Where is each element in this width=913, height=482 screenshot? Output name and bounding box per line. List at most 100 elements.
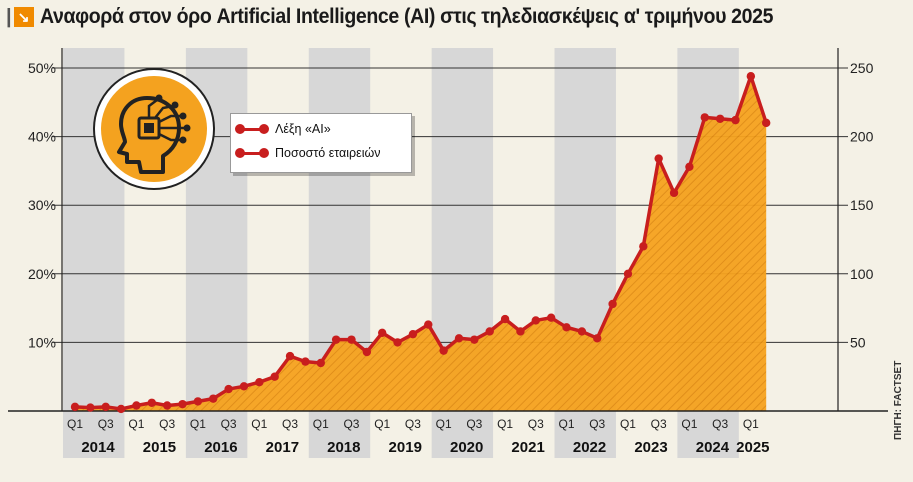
year-label: 2025 — [736, 439, 769, 456]
right-axis-ticks: 50 100 150 200 250 — [850, 60, 874, 350]
data-point — [424, 320, 433, 329]
data-point — [623, 269, 633, 278]
data-point — [147, 398, 156, 407]
data-point — [454, 334, 464, 343]
quarter-label: Q1 — [743, 417, 759, 431]
legend-swatch — [235, 148, 269, 158]
quarter-label: Q3 — [712, 417, 728, 431]
data-point — [654, 154, 663, 163]
legend-label: Ποσοστό εταιρειών — [275, 146, 381, 160]
data-point — [485, 327, 494, 336]
year-label: 2023 — [634, 439, 667, 456]
quarter-label: Q3 — [466, 417, 482, 431]
data-point — [116, 404, 126, 414]
data-point — [470, 335, 479, 344]
chart-title: Αναφορά στον όρο Artificial Intelligence… — [39, 5, 773, 28]
title-bar: | ↘ Αναφορά στον όρο Artificial Intellig… — [0, 0, 913, 34]
data-point — [86, 403, 95, 412]
right-tick-label: 250 — [850, 60, 874, 76]
data-point — [101, 402, 110, 412]
data-point — [669, 188, 679, 198]
year-label: 2021 — [511, 439, 544, 456]
year-label: 2019 — [389, 439, 422, 456]
data-point — [301, 357, 310, 366]
axes — [8, 48, 888, 412]
area-fill — [75, 76, 767, 412]
data-point — [746, 72, 756, 81]
series-line — [74, 74, 768, 411]
quarter-label: Q1 — [374, 417, 390, 431]
data-point — [378, 328, 387, 337]
data-point — [500, 314, 510, 324]
data-point — [285, 351, 295, 361]
data-point — [546, 313, 556, 322]
year-label: 2016 — [204, 439, 237, 456]
year-label: 2020 — [450, 439, 483, 456]
year-label: 2018 — [327, 439, 360, 456]
data-point — [347, 335, 356, 344]
quarter-label: Q3 — [651, 417, 667, 431]
quarter-label: Q1 — [128, 417, 144, 431]
data-point — [762, 118, 771, 128]
year-label: 2022 — [573, 439, 606, 456]
quarter-label: Q3 — [282, 417, 298, 431]
data-point — [700, 113, 709, 122]
legend-label: Λέξη «AI» — [275, 122, 331, 136]
year-label: 2024 — [696, 439, 730, 456]
left-tick-label: 20% — [28, 266, 56, 282]
quarter-label: Q3 — [221, 417, 237, 431]
year-label: 2014 — [81, 439, 115, 456]
quarter-label: Q1 — [497, 417, 513, 431]
left-tick-label: 50% — [28, 60, 56, 76]
quarter-label: Q3 — [405, 417, 421, 431]
ai-head-chip-icon — [93, 68, 215, 190]
quarter-label: Q1 — [436, 417, 452, 431]
data-point — [439, 346, 448, 355]
quarter-label: Q3 — [589, 417, 605, 431]
quarter-label: Q3 — [528, 417, 544, 431]
arrow-down-right-icon: ↘ — [13, 7, 34, 27]
data-point — [193, 397, 203, 406]
source-label: ΠΗΓΗ: FACTSET — [893, 360, 904, 440]
data-point — [639, 242, 648, 251]
data-point — [239, 382, 249, 391]
data-point — [178, 399, 187, 409]
legend-item: Ποσοστό εταιρειών — [231, 146, 381, 160]
left-tick-label: 10% — [28, 334, 56, 350]
legend: Λέξη «AI» Ποσοστό εταιρειών — [230, 113, 412, 173]
quarter-label: Q1 — [681, 417, 697, 431]
quarter-label: Q3 — [98, 417, 114, 431]
left-tick-label: 40% — [28, 129, 56, 145]
quarter-label: Q1 — [251, 417, 267, 431]
data-point — [362, 347, 372, 357]
data-point — [331, 335, 341, 344]
right-tick-label: 200 — [850, 129, 874, 145]
quarter-label: Q1 — [559, 417, 575, 431]
data-point — [224, 384, 233, 394]
legend-item: Λέξη «AI» — [231, 122, 331, 136]
quarter-label: Q1 — [620, 417, 636, 431]
data-point — [531, 316, 540, 325]
series-area — [75, 76, 767, 412]
data-point — [731, 115, 740, 125]
data-point — [70, 402, 80, 412]
series-points — [70, 72, 771, 414]
quarter-label: Q1 — [313, 417, 329, 431]
data-point — [393, 338, 402, 347]
quarter-label: Q1 — [190, 417, 206, 431]
right-tick-label: 100 — [850, 266, 874, 282]
title-separator: | — [6, 5, 12, 28]
x-axis-labels: Q1 Q3 Q1 Q3 Q1 Q3 Q1 Q3 Q1 Q3 Q1 Q3 Q1 Q3 Q1 Q3 Q1 Q3 Q1 Q3… — [67, 417, 770, 456]
data-point — [132, 401, 141, 410]
year-label: 2015 — [143, 439, 176, 456]
quarter-label: Q3 — [343, 417, 359, 431]
data-point — [162, 401, 172, 410]
data-point — [209, 394, 218, 403]
data-point — [715, 114, 725, 123]
data-point — [255, 377, 264, 387]
quarter-label: Q3 — [159, 417, 175, 431]
data-point — [316, 358, 325, 368]
legend-swatch — [235, 124, 269, 134]
right-tick-label: 150 — [850, 197, 874, 213]
data-point — [270, 372, 279, 381]
